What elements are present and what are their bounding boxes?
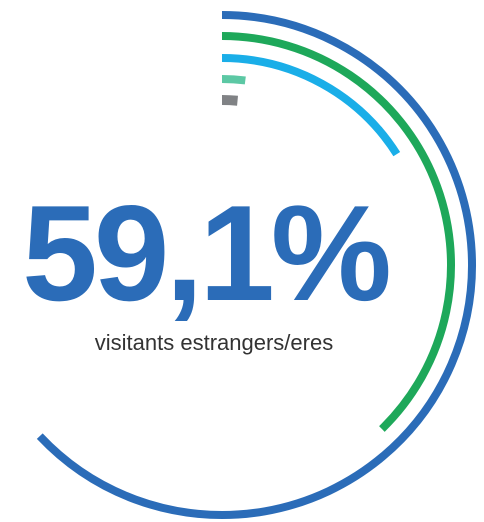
subtitle: visitants estrangers/eres (95, 330, 333, 355)
radial-bar (221, 54, 401, 157)
radial-bar (221, 75, 246, 85)
radial-bar (221, 95, 238, 106)
radial-bar (221, 32, 455, 432)
radial-bar (36, 11, 476, 519)
headline-value: 59,1% (22, 177, 389, 329)
